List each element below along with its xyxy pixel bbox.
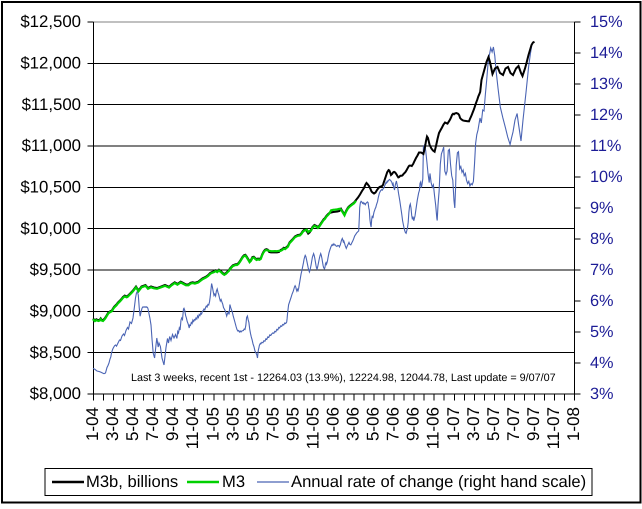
svg-text:9-04: 9-04 bbox=[163, 407, 182, 441]
svg-text:$9,500: $9,500 bbox=[30, 260, 81, 279]
svg-text:12%: 12% bbox=[590, 106, 623, 124]
svg-text:9-06: 9-06 bbox=[404, 407, 423, 441]
svg-text:11-06: 11-06 bbox=[424, 407, 443, 449]
svg-text:1-08: 1-08 bbox=[564, 407, 583, 441]
svg-text:5-07: 5-07 bbox=[484, 407, 503, 441]
svg-text:9%: 9% bbox=[590, 199, 614, 217]
svg-text:3-07: 3-07 bbox=[464, 407, 483, 441]
svg-text:9-05: 9-05 bbox=[283, 407, 302, 441]
svg-text:11-04: 11-04 bbox=[183, 407, 202, 449]
svg-text:3%: 3% bbox=[590, 385, 614, 403]
svg-text:11%: 11% bbox=[590, 137, 621, 155]
svg-text:$12,500: $12,500 bbox=[20, 12, 81, 31]
svg-text:13%: 13% bbox=[590, 75, 623, 93]
svg-text:7-06: 7-06 bbox=[384, 407, 403, 441]
svg-text:$11,000: $11,000 bbox=[22, 136, 81, 155]
svg-text:1-06: 1-06 bbox=[324, 407, 343, 441]
svg-text:10%: 10% bbox=[590, 168, 623, 186]
svg-text:7%: 7% bbox=[590, 261, 614, 279]
svg-text:Annual rate of change (right h: Annual rate of change (right hand scale) bbox=[291, 472, 586, 491]
svg-text:7-05: 7-05 bbox=[263, 407, 282, 441]
svg-text:8%: 8% bbox=[590, 230, 614, 248]
svg-text:$8,000: $8,000 bbox=[30, 384, 81, 403]
svg-text:5-06: 5-06 bbox=[364, 407, 383, 441]
svg-text:3-05: 3-05 bbox=[223, 407, 242, 441]
svg-text:4%: 4% bbox=[590, 354, 614, 372]
svg-text:M3b, billions: M3b, billions bbox=[86, 472, 178, 491]
svg-text:Last 3 weeks, recent 1st - 122: Last 3 weeks, recent 1st - 12264.03 (13.… bbox=[131, 372, 556, 384]
svg-text:14%: 14% bbox=[590, 44, 623, 62]
svg-text:1-05: 1-05 bbox=[203, 407, 222, 441]
svg-text:3-06: 3-06 bbox=[344, 407, 363, 441]
svg-text:1-04: 1-04 bbox=[83, 407, 102, 441]
svg-text:$8,500: $8,500 bbox=[30, 343, 81, 362]
svg-text:11-07: 11-07 bbox=[544, 407, 563, 449]
svg-text:$9,000: $9,000 bbox=[30, 302, 81, 321]
svg-text:5-04: 5-04 bbox=[123, 407, 142, 441]
svg-text:5%: 5% bbox=[590, 323, 614, 341]
svg-text:6%: 6% bbox=[590, 292, 614, 310]
svg-text:11-05: 11-05 bbox=[303, 407, 322, 449]
svg-text:7-07: 7-07 bbox=[504, 407, 523, 441]
svg-text:15%: 15% bbox=[590, 13, 623, 31]
svg-text:$11,500: $11,500 bbox=[22, 95, 81, 114]
svg-text:7-04: 7-04 bbox=[143, 407, 162, 441]
svg-text:1-07: 1-07 bbox=[444, 407, 463, 441]
svg-text:9-07: 9-07 bbox=[524, 407, 543, 441]
svg-text:5-05: 5-05 bbox=[243, 407, 262, 441]
svg-text:3-04: 3-04 bbox=[103, 407, 122, 441]
svg-text:$12,000: $12,000 bbox=[20, 54, 81, 73]
svg-text:M3: M3 bbox=[222, 472, 245, 491]
svg-text:$10,500: $10,500 bbox=[20, 178, 81, 197]
svg-text:$10,000: $10,000 bbox=[20, 219, 81, 238]
